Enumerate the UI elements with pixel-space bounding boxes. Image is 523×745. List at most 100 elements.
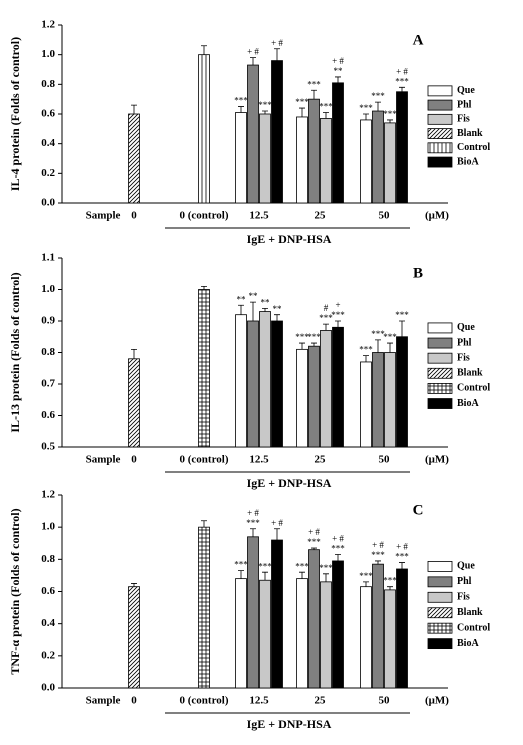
significance-label: *** (359, 103, 373, 113)
significance-label: + # (332, 534, 344, 544)
significance-label: *** (371, 91, 385, 101)
significance-label: + # (396, 542, 408, 552)
error-bar (250, 301, 256, 321)
bar (332, 560, 344, 689)
legend-swatch (427, 142, 453, 154)
legend-swatch (427, 576, 453, 588)
bar (372, 352, 384, 448)
bar (360, 361, 372, 448)
significance-label: *** (319, 102, 333, 112)
error-bar (131, 348, 137, 359)
y-tick-label: 0.9 (41, 315, 55, 327)
error-bar (387, 342, 393, 353)
y-tick-label: 0.5 (41, 441, 55, 453)
significance-label: ** (273, 304, 283, 314)
bar (247, 536, 259, 689)
bar (320, 581, 332, 689)
x-tick-label: 50 (379, 695, 391, 707)
significance-label: ** (261, 297, 271, 307)
legend-label: Control (457, 622, 490, 633)
bar (198, 526, 210, 689)
significance-label: *** (331, 310, 345, 320)
x-tick-label: 0 (131, 210, 137, 222)
bar (320, 330, 332, 448)
y-tick-label: 1.0 (41, 48, 55, 60)
legend-label: Phl (457, 337, 472, 348)
x-tick-label: 0 (131, 454, 137, 466)
significance-label: *** (246, 518, 260, 528)
significance-label: *** (319, 563, 333, 573)
legend-swatch (427, 561, 453, 572)
x-unit: (μM) (425, 454, 449, 466)
error-bar (201, 45, 207, 55)
error-bar (375, 101, 381, 112)
bar (235, 578, 247, 689)
error-bar (262, 110, 268, 114)
y-tick-label: 0.2 (41, 167, 55, 179)
legend-label: BioA (457, 638, 479, 649)
bar (271, 60, 283, 204)
error-bar (387, 119, 393, 123)
panel-label: A (413, 32, 424, 48)
legend-swatch (427, 607, 453, 619)
legend-swatch (427, 113, 453, 125)
bar (247, 320, 259, 448)
legend-swatch (427, 622, 453, 634)
x-tick-label: 12.5 (249, 210, 269, 222)
bar (128, 113, 140, 204)
error-bar (335, 554, 341, 561)
y-tick-label: 1.0 (41, 521, 55, 533)
legend-label: Blank (457, 368, 483, 379)
significance-label: *** (383, 576, 397, 586)
bar (360, 119, 372, 204)
legend-label: Phl (457, 576, 472, 587)
significance-label: *** (395, 552, 409, 562)
error-bar (387, 586, 393, 590)
legend-swatch (427, 99, 453, 111)
bar (396, 568, 408, 689)
legend-swatch (427, 322, 453, 334)
bar (332, 82, 344, 204)
y-tick-label: 0.8 (41, 346, 55, 358)
bar (128, 358, 140, 448)
legend-label: Fis (457, 592, 470, 603)
legend-label: Fis (457, 352, 470, 363)
error-bar (238, 106, 244, 113)
significance-label: + # (332, 56, 344, 66)
significance-label: # (324, 303, 329, 313)
error-bar (262, 571, 268, 581)
legend-swatch (427, 352, 453, 364)
error-bar (274, 314, 280, 321)
x-tick-label: 0 (control) (180, 695, 229, 707)
bar (372, 563, 384, 689)
legend-label: Que (457, 561, 475, 572)
bar (296, 578, 308, 689)
error-bar (323, 112, 329, 119)
bar (296, 116, 308, 204)
y-axis-label: TNF-α protein (Folds of control) (8, 508, 22, 674)
error-bar (274, 528, 280, 541)
significance-label: *** (295, 332, 309, 342)
bar (372, 110, 384, 204)
legend-swatch (427, 383, 453, 394)
bar (235, 112, 247, 204)
significance-label: *** (307, 79, 321, 89)
bar (320, 118, 332, 204)
significance-label: + # (372, 540, 384, 550)
legend-label: BioA (457, 398, 479, 409)
significance-label: ** (237, 294, 247, 304)
legend-label: Control (457, 142, 490, 153)
significance-label: *** (258, 561, 272, 571)
bar (308, 98, 320, 204)
significance-label: *** (395, 76, 409, 86)
error-bar (201, 520, 207, 528)
error-bar (299, 571, 305, 579)
significance-label: *** (295, 97, 309, 107)
bar (247, 64, 259, 204)
significance-label: *** (258, 100, 272, 110)
bar (271, 539, 283, 689)
significance-label: *** (395, 310, 409, 320)
legend-swatch (427, 367, 453, 379)
bar (296, 348, 308, 448)
